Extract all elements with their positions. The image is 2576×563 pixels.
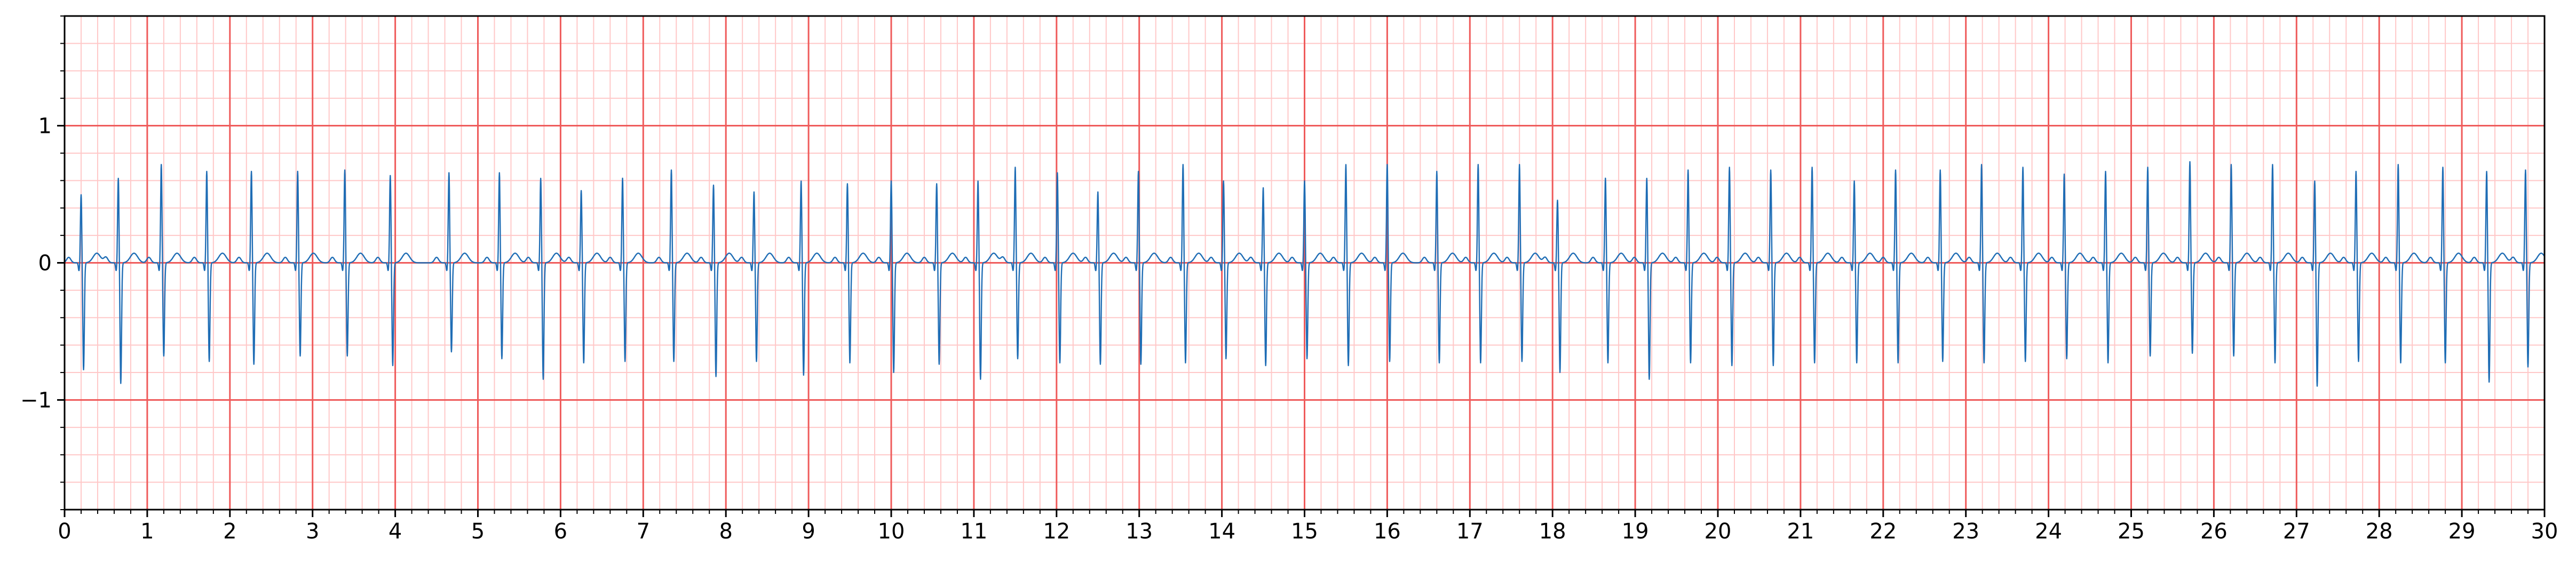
x-tick-label: 0 — [58, 519, 71, 544]
x-tick-label: 5 — [471, 519, 485, 544]
y-axis: −1 0 1 — [20, 15, 65, 510]
x-tick-label: 19 — [1622, 519, 1649, 544]
y-tick-label: 0 — [38, 251, 52, 276]
x-tick-label: 18 — [1539, 519, 1566, 544]
x-tick-label: 23 — [1952, 519, 1979, 544]
x-tick-label: 8 — [719, 519, 732, 544]
x-tick-label: 10 — [878, 519, 905, 544]
x-tick-label: 30 — [2531, 519, 2558, 544]
x-tick-label: 1 — [140, 519, 154, 544]
x-tick-label: 3 — [306, 519, 319, 544]
x-tick-label: 26 — [2200, 519, 2228, 544]
x-tick-label: 11 — [960, 519, 987, 544]
x-tick-label: 7 — [637, 519, 650, 544]
x-tick-label: 21 — [1787, 519, 1814, 544]
x-axis: 0 1 2 3 4 5 6 7 8 9 10 11 12 13 14 15 16 17 18 19 20 21 22 23 24… — [58, 510, 2558, 544]
x-tick-label: 13 — [1125, 519, 1153, 544]
x-tick-label: 16 — [1374, 519, 1401, 544]
x-tick-label: 12 — [1043, 519, 1070, 544]
x-tick-label: 20 — [1705, 519, 1732, 544]
x-tick-label: 27 — [2283, 519, 2310, 544]
x-tick-label: 9 — [802, 519, 815, 544]
x-tick-label: 4 — [389, 519, 402, 544]
series-layer — [64, 161, 2545, 387]
x-tick-label: 22 — [1869, 519, 1897, 544]
x-tick-label: 17 — [1456, 519, 1484, 544]
x-tick-label: 25 — [2118, 519, 2145, 544]
ecg-trace-line — [64, 161, 2545, 387]
x-tick-label: 6 — [554, 519, 567, 544]
x-tick-label: 24 — [2035, 519, 2062, 544]
x-tick-label: 14 — [1208, 519, 1235, 544]
x-tick-label: 15 — [1291, 519, 1318, 544]
x-tick-label: 2 — [223, 519, 236, 544]
y-tick-label: 1 — [38, 114, 52, 139]
y-tick-label: −1 — [20, 388, 52, 413]
x-tick-label: 29 — [2448, 519, 2476, 544]
x-tick-label: 28 — [2366, 519, 2393, 544]
